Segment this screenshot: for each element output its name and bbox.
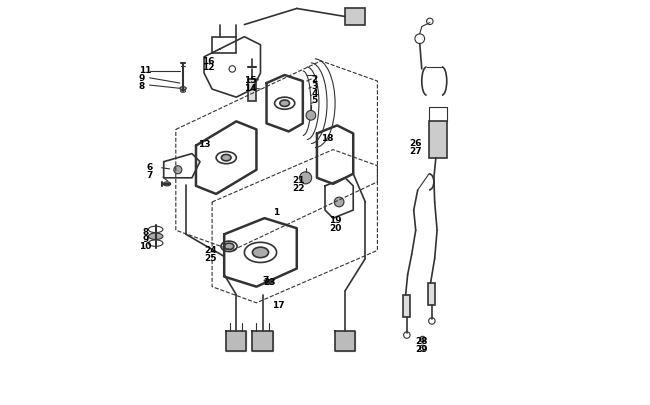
Ellipse shape xyxy=(266,280,273,284)
Text: 2: 2 xyxy=(312,75,318,83)
Ellipse shape xyxy=(180,87,187,91)
Polygon shape xyxy=(252,331,272,351)
Text: 21: 21 xyxy=(292,175,306,184)
Text: 8: 8 xyxy=(143,227,149,236)
Text: 25: 25 xyxy=(204,253,216,262)
Text: 18: 18 xyxy=(321,134,333,143)
Text: 27: 27 xyxy=(410,147,422,156)
Text: 1: 1 xyxy=(272,207,279,216)
Circle shape xyxy=(300,173,312,184)
Text: 20: 20 xyxy=(329,223,341,232)
Text: 24: 24 xyxy=(204,245,216,254)
Ellipse shape xyxy=(224,243,234,250)
Text: 16: 16 xyxy=(202,56,215,65)
Circle shape xyxy=(174,166,182,174)
Text: 9: 9 xyxy=(138,73,145,82)
Ellipse shape xyxy=(222,155,231,162)
Text: 3: 3 xyxy=(312,81,318,90)
Bar xyxy=(429,122,447,158)
Text: 12: 12 xyxy=(202,63,215,72)
Circle shape xyxy=(420,337,425,342)
Circle shape xyxy=(334,198,344,207)
Circle shape xyxy=(306,111,316,121)
Text: 5: 5 xyxy=(312,96,318,105)
Text: 7: 7 xyxy=(263,276,269,285)
Text: 10: 10 xyxy=(138,241,151,250)
Ellipse shape xyxy=(252,247,268,258)
Ellipse shape xyxy=(148,233,163,240)
Text: 29: 29 xyxy=(416,344,428,353)
Text: 14: 14 xyxy=(244,83,257,92)
Ellipse shape xyxy=(163,182,170,186)
Text: 19: 19 xyxy=(329,215,342,224)
Bar xyxy=(248,80,255,102)
Polygon shape xyxy=(226,331,246,351)
Text: 17: 17 xyxy=(272,300,285,309)
Text: 7: 7 xyxy=(147,171,153,180)
Text: 13: 13 xyxy=(198,140,211,149)
Text: 11: 11 xyxy=(138,66,151,75)
Bar xyxy=(403,295,411,317)
Text: 4: 4 xyxy=(312,89,318,98)
Text: 6: 6 xyxy=(147,163,153,172)
Bar xyxy=(345,9,365,26)
Text: 22: 22 xyxy=(292,183,306,192)
Text: 8: 8 xyxy=(138,81,145,90)
Bar xyxy=(428,283,436,305)
Text: 15: 15 xyxy=(244,75,257,84)
Ellipse shape xyxy=(280,101,289,107)
Text: 23: 23 xyxy=(264,277,276,286)
Polygon shape xyxy=(335,331,356,351)
Text: 9: 9 xyxy=(143,234,149,243)
Text: 26: 26 xyxy=(410,139,422,148)
Bar xyxy=(212,38,237,54)
Text: 28: 28 xyxy=(416,336,428,345)
